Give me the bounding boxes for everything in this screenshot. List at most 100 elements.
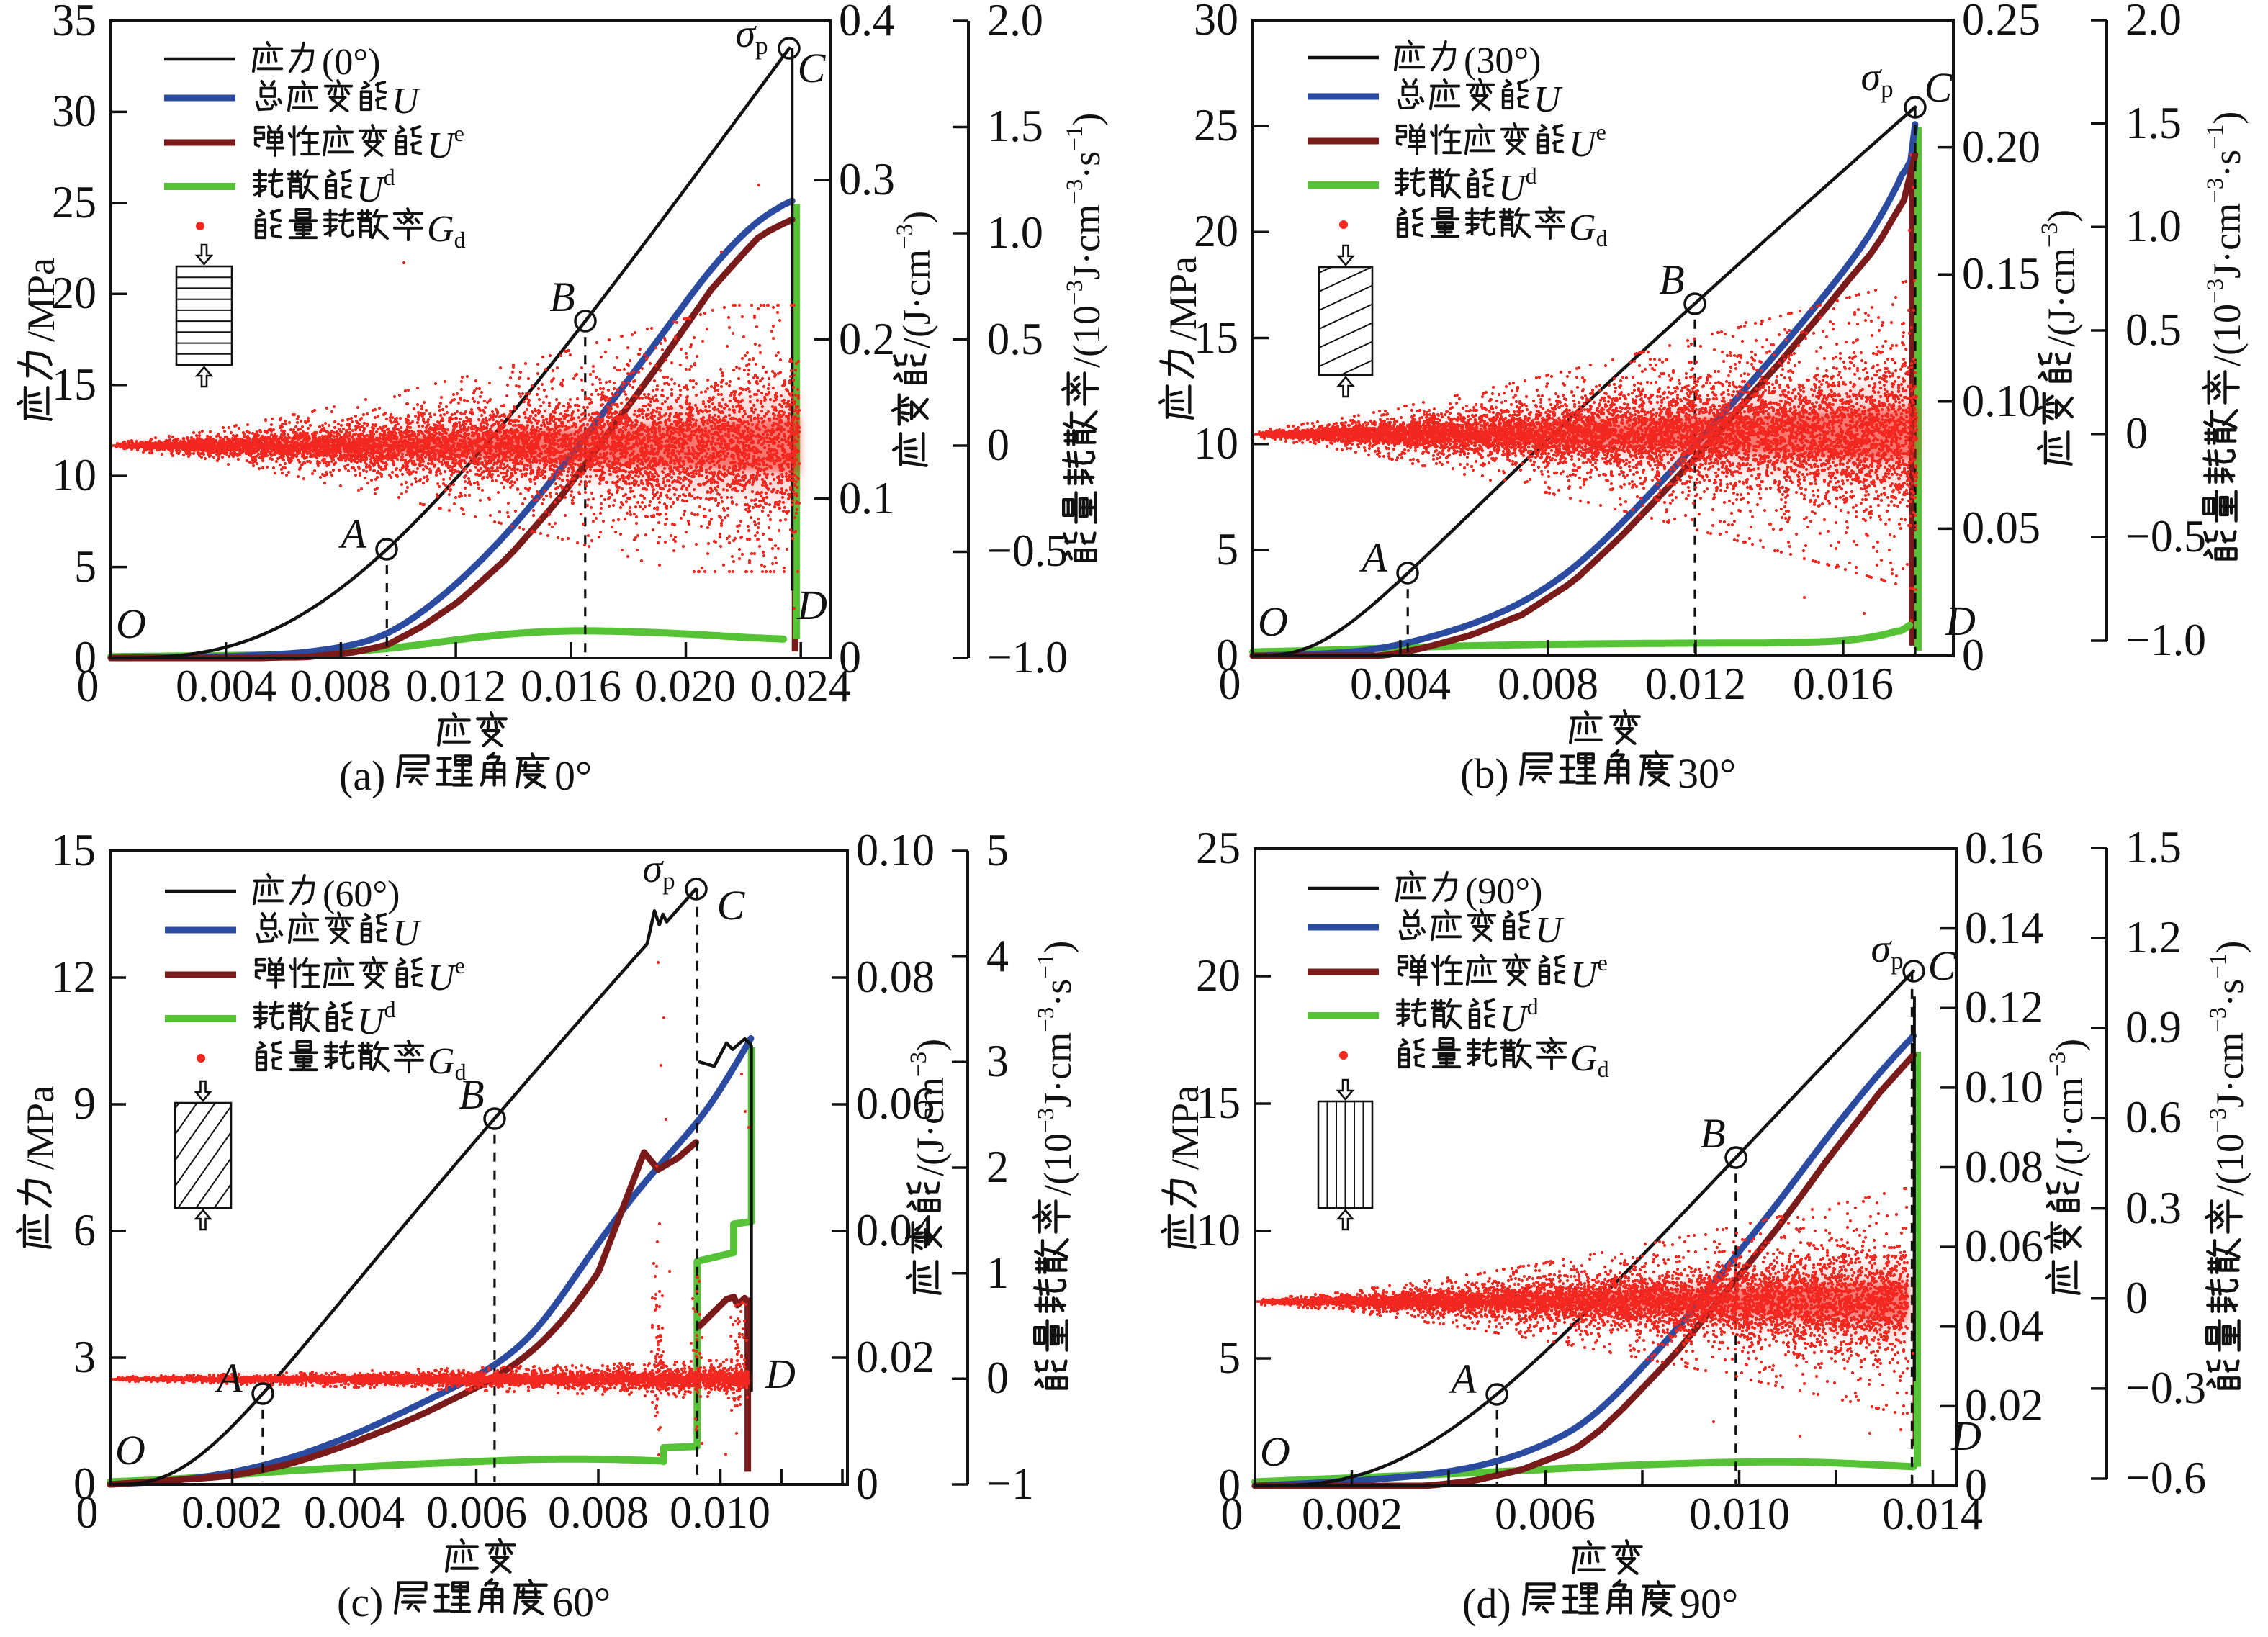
svg-text:0.9: 0.9: [2125, 1001, 2182, 1052]
svg-text:0.006: 0.006: [426, 1487, 527, 1538]
svg-text:A: A: [214, 1355, 243, 1402]
svg-text:−1.0: −1.0: [2125, 614, 2206, 665]
svg-text:0.06: 0.06: [1965, 1220, 2043, 1271]
svg-text:35: 35: [52, 0, 96, 45]
svg-text:Ue: Ue: [1569, 119, 1606, 165]
svg-text:0.10: 0.10: [1962, 375, 2040, 426]
svg-text:0: 0: [2125, 1272, 2148, 1323]
svg-text:−1: −1: [986, 1458, 1034, 1509]
svg-text:/(10−3J·cm−3·s−1): /(10−3J·cm−3·s−1): [2205, 941, 2251, 1196]
svg-text:0.008: 0.008: [548, 1487, 649, 1538]
svg-text:0: 0: [1216, 629, 1238, 680]
svg-text:Gd: Gd: [1570, 1038, 1609, 1082]
svg-text:0.2: 0.2: [839, 313, 895, 364]
svg-text:15: 15: [52, 358, 96, 410]
svg-text:σp: σp: [735, 12, 768, 60]
svg-text:/MPa: /MPa: [1164, 1086, 1207, 1170]
svg-text:1.0: 1.0: [2125, 200, 2182, 251]
svg-text:0.010: 0.010: [1689, 1488, 1790, 1539]
svg-text:B: B: [549, 274, 575, 320]
svg-text:0: 0: [839, 631, 861, 682]
svg-text:6: 6: [73, 1204, 96, 1255]
svg-text:(c): (c): [337, 1579, 383, 1625]
svg-text:15: 15: [1196, 1077, 1241, 1128]
svg-text:20: 20: [52, 267, 96, 318]
svg-text:0: 0: [73, 1458, 96, 1509]
svg-text:O: O: [115, 1427, 145, 1474]
svg-text:0.15: 0.15: [1962, 248, 2040, 299]
svg-text:0: 0: [1221, 1488, 1243, 1539]
svg-text:3: 3: [986, 1035, 1009, 1086]
svg-text:0.3: 0.3: [839, 153, 895, 204]
svg-text:−0.5: −0.5: [987, 525, 1068, 576]
svg-text:/(10−3J·cm−3·s−1): /(10−3J·cm−3·s−1): [2202, 112, 2249, 366]
svg-text:0.06: 0.06: [856, 1078, 935, 1129]
svg-text:C: C: [717, 882, 746, 929]
svg-text:30: 30: [52, 85, 96, 136]
svg-text:/(J·cm−3): /(J·cm−3): [892, 211, 938, 348]
svg-text:1.2: 1.2: [2125, 911, 2182, 962]
svg-text:25: 25: [52, 176, 96, 227]
svg-text:B: B: [1700, 1110, 1725, 1157]
svg-text:3: 3: [73, 1331, 96, 1382]
svg-text:0: 0: [77, 660, 99, 711]
svg-text:Ud: Ud: [1500, 993, 1539, 1040]
svg-text:2.0: 2.0: [2125, 0, 2182, 45]
svg-text:0.016: 0.016: [521, 660, 621, 711]
svg-text:Ud: Ud: [1498, 163, 1537, 209]
svg-text:B: B: [1659, 256, 1684, 303]
svg-text:10: 10: [52, 449, 96, 500]
svg-text:30°: 30°: [1678, 750, 1736, 797]
svg-text:1.5: 1.5: [2125, 97, 2182, 148]
svg-text:−1.0: −1.0: [987, 631, 1068, 682]
svg-text:12: 12: [51, 951, 96, 1002]
svg-text:15: 15: [1194, 312, 1238, 363]
svg-text:/(J·cm−3): /(J·cm−3): [2045, 1039, 2091, 1176]
svg-text:10: 10: [1194, 418, 1238, 469]
svg-text:0.5: 0.5: [987, 313, 1043, 364]
svg-text:5: 5: [74, 541, 96, 592]
svg-text:C: C: [1925, 64, 1953, 111]
svg-text:O: O: [116, 600, 146, 647]
svg-text:Ue: Ue: [1570, 950, 1608, 996]
svg-text:0: 0: [856, 1458, 878, 1509]
svg-text:/(10−3J·cm−3·s−1): /(10−3J·cm−3·s−1): [1033, 941, 1079, 1196]
svg-text:0.004: 0.004: [1350, 658, 1451, 709]
svg-text:90°: 90°: [1680, 1580, 1738, 1627]
svg-text:0: 0: [1962, 629, 1984, 680]
svg-text:0°: 0°: [554, 752, 592, 799]
svg-text:C: C: [1928, 942, 1957, 989]
svg-text:0.006: 0.006: [1495, 1488, 1596, 1539]
svg-text:0: 0: [1219, 658, 1241, 709]
svg-text:0.020: 0.020: [635, 660, 736, 711]
svg-text:0.002: 0.002: [181, 1487, 282, 1538]
svg-text:Ud: Ud: [356, 164, 395, 210]
svg-text:0.08: 0.08: [1965, 1141, 2043, 1192]
svg-text:0.008: 0.008: [290, 660, 391, 711]
svg-text:0.014: 0.014: [1882, 1488, 1983, 1539]
svg-text:U: U: [392, 913, 422, 954]
svg-text:0.016: 0.016: [1793, 658, 1894, 709]
svg-text:O: O: [1258, 598, 1288, 645]
svg-text:−0.5: −0.5: [2125, 510, 2206, 562]
svg-text:−0.6: −0.6: [2125, 1452, 2206, 1503]
svg-text:20: 20: [1196, 950, 1241, 1001]
svg-text:0.02: 0.02: [1965, 1379, 2043, 1430]
svg-text:U: U: [1534, 79, 1563, 120]
svg-text:Ud: Ud: [357, 996, 396, 1042]
svg-text:0.4: 0.4: [839, 0, 895, 45]
svg-text:1.0: 1.0: [987, 207, 1043, 258]
svg-text:0: 0: [74, 631, 96, 682]
svg-text:0: 0: [76, 1487, 99, 1538]
svg-text:−0.3: −0.3: [2125, 1362, 2206, 1413]
svg-text:5: 5: [1216, 523, 1238, 574]
svg-text:0: 0: [987, 419, 1009, 470]
svg-text:(d): (d): [1462, 1580, 1511, 1627]
svg-text:5: 5: [986, 824, 1009, 875]
svg-text:1: 1: [986, 1247, 1009, 1298]
svg-text:1.5: 1.5: [987, 100, 1043, 151]
svg-text:U: U: [392, 81, 421, 122]
svg-text:0.004: 0.004: [304, 1487, 405, 1538]
svg-text:20: 20: [1194, 205, 1238, 256]
svg-text:0.25: 0.25: [1962, 0, 2040, 45]
